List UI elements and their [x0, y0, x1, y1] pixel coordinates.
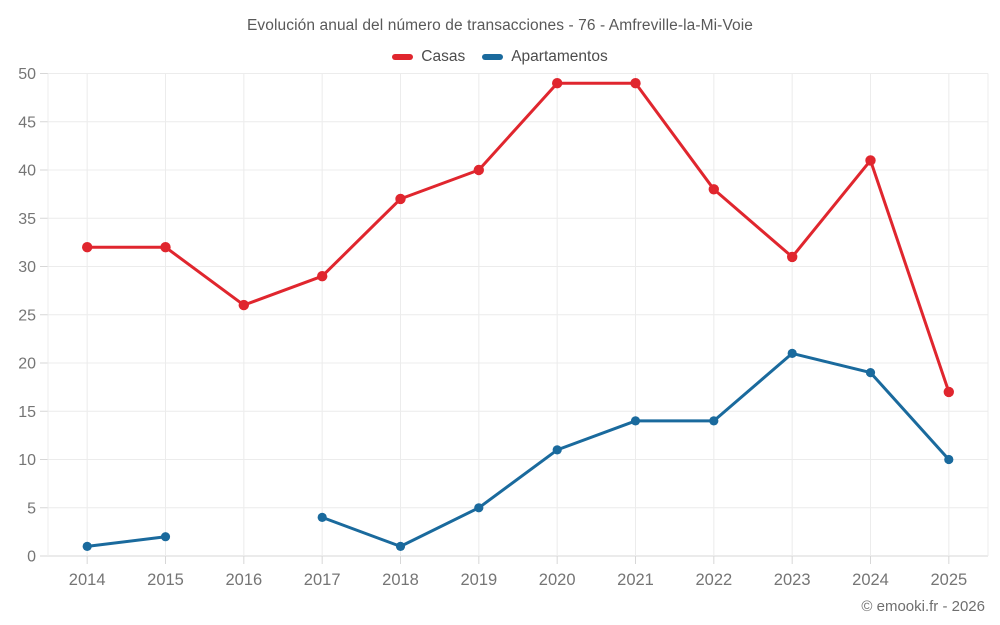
- chart-title: Evolución anual del número de transaccio…: [246, 17, 754, 34]
- y-tick-label: 35: [18, 211, 36, 228]
- x-tick-label: 2017: [304, 571, 341, 589]
- x-tick-label: 2023: [774, 571, 811, 589]
- x-tick-label: 2024: [852, 571, 889, 589]
- data-point-casas-2020[interactable]: [552, 78, 563, 89]
- data-point-apartamentos-2017[interactable]: [317, 512, 327, 523]
- y-tick-label: 20: [18, 356, 36, 373]
- legend-item-apartamentos[interactable]: Apartamentos: [482, 48, 608, 66]
- data-point-casas-2017[interactable]: [317, 271, 328, 282]
- data-point-apartamentos-2025[interactable]: [944, 454, 954, 465]
- y-tick-label: 50: [18, 66, 36, 83]
- legend-item-casas[interactable]: Casas: [392, 48, 465, 66]
- data-point-casas-2015[interactable]: [160, 242, 171, 253]
- data-point-apartamentos-2021[interactable]: [630, 416, 641, 426]
- x-tick-label: 2021: [617, 571, 654, 589]
- x-tick-label: 2014: [69, 571, 106, 589]
- x-axis-labels: 2014 2015 2016 2017 2018 2019 2020 2021 2022 2023…: [69, 571, 967, 589]
- copyright-text: © emooki.fr - 2026: [861, 598, 985, 615]
- series-apartamentos: [82, 348, 954, 552]
- data-point-apartamentos-2018[interactable]: [395, 541, 406, 552]
- legend-label-apartamentos: Apartamentos: [511, 48, 608, 65]
- data-point-casas-2018[interactable]: [395, 193, 406, 205]
- x-tick-label: 2025: [930, 571, 967, 589]
- data-point-casas-2024[interactable]: [865, 155, 876, 166]
- y-tick-label: 25: [18, 307, 36, 324]
- y-tick-label: 10: [18, 452, 36, 469]
- data-point-casas-2025[interactable]: [943, 386, 954, 398]
- y-tick-label: 5: [27, 500, 36, 517]
- x-tick-label: 2022: [695, 571, 732, 589]
- x-tick-label: 2018: [382, 571, 419, 589]
- y-tick-label: 30: [18, 259, 36, 276]
- data-point-casas-2021[interactable]: [630, 78, 641, 89]
- data-point-casas-2022[interactable]: [708, 184, 719, 195]
- legend-swatch-casas-icon: [392, 54, 414, 60]
- x-tick-label: 2020: [539, 571, 576, 589]
- data-point-casas-2016[interactable]: [238, 299, 249, 311]
- data-point-apartamentos-2024[interactable]: [865, 368, 876, 378]
- legend-label-casas: Casas: [421, 48, 466, 65]
- y-tick-label: 15: [18, 404, 36, 421]
- data-point-casas-2014[interactable]: [82, 242, 93, 253]
- series-line: [85, 81, 951, 394]
- y-tick-label: 0: [27, 549, 36, 566]
- data-point-casas-2019[interactable]: [473, 164, 484, 176]
- series-casas: [82, 78, 954, 398]
- y-axis-labels: 0 5 10 15 20 25 30 35 40 45 50: [18, 66, 36, 566]
- data-point-casas-2023[interactable]: [787, 251, 798, 263]
- data-point-apartamentos-2020[interactable]: [552, 445, 562, 455]
- x-tick-label: 2019: [460, 571, 497, 589]
- data-point-apartamentos-2015[interactable]: [160, 532, 171, 542]
- x-tick-label: 2015: [147, 571, 184, 589]
- y-tick-label: 45: [18, 114, 36, 131]
- chart-legend: Casas Apartamentos: [0, 46, 1000, 68]
- y-tick-label: 40: [18, 163, 36, 180]
- x-tick-label: 2016: [225, 571, 262, 589]
- data-point-apartamentos-2019[interactable]: [474, 503, 484, 513]
- data-point-apartamentos-2023[interactable]: [787, 348, 797, 358]
- series-line: [85, 351, 951, 548]
- legend-swatch-apartamentos-icon: [482, 54, 504, 60]
- data-point-apartamentos-2014[interactable]: [82, 541, 92, 552]
- gridlines: [40, 73, 989, 564]
- data-point-apartamentos-2022[interactable]: [709, 416, 719, 426]
